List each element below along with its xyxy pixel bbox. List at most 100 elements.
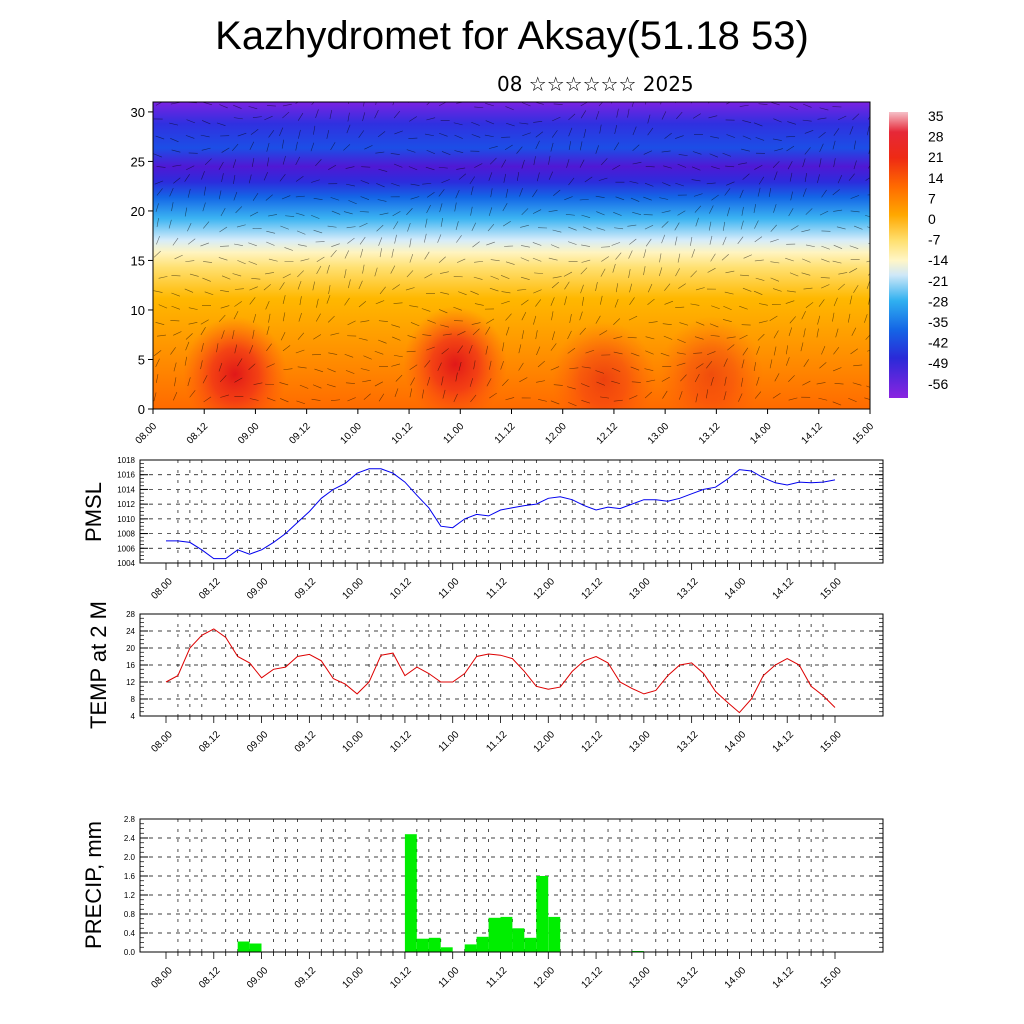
wind-streak (422, 183, 432, 185)
wind-streak (156, 235, 160, 245)
wind-streak (710, 136, 720, 139)
wind-streak (773, 204, 777, 213)
wind-streak (695, 363, 704, 369)
y-tick-label: 4 (131, 712, 136, 721)
wind-streak (489, 157, 497, 165)
wind-streak (155, 102, 163, 106)
wind-streak (265, 194, 273, 201)
wind-streak (201, 120, 211, 125)
wind-streak (187, 222, 192, 232)
wind-streak (346, 183, 355, 187)
wind-streak (616, 108, 619, 118)
wind-streak (264, 115, 273, 121)
wind-streak (501, 291, 511, 294)
wind-streak (536, 380, 545, 383)
wind-streak (158, 304, 168, 309)
wind-streak (299, 296, 302, 306)
wind-streak (644, 368, 654, 371)
wind-streak (489, 287, 499, 292)
wind-streak (519, 377, 528, 383)
wind-streak (344, 269, 347, 279)
x-tick-label: 08.12 (197, 576, 223, 602)
wind-streak (550, 297, 555, 306)
x-tick-label: 13.12 (675, 965, 701, 991)
wind-streak (564, 281, 570, 290)
wind-streak (852, 113, 860, 121)
wind-streak (563, 271, 573, 277)
wind-streak (406, 270, 414, 278)
wind-streak (551, 281, 559, 289)
wind-streak (266, 105, 276, 107)
wind-streak (218, 314, 226, 322)
wind-streak (345, 166, 355, 169)
wind-streak (409, 253, 414, 263)
pmsl-frame (139, 459, 884, 564)
wind-streak (579, 327, 586, 335)
wind-streak (219, 375, 227, 383)
wind-streak (249, 211, 259, 217)
y-tick-label: 1.6 (124, 872, 136, 881)
wind-streak (424, 251, 430, 260)
wind-streak (441, 151, 451, 156)
wind-streak (189, 273, 199, 277)
wind-streak (569, 367, 579, 370)
wind-streak (315, 313, 321, 322)
x-tick-label: 10.00 (340, 965, 366, 991)
precip-ylabel: PRECIP, mm (81, 821, 106, 949)
wind-streak (834, 382, 844, 385)
colorbar-label: -14 (928, 252, 948, 268)
wind-streak (821, 284, 830, 289)
wind-streak (219, 104, 228, 109)
wind-streak (454, 202, 457, 212)
wind-streak (613, 351, 623, 355)
y-tick-label: 28 (126, 610, 135, 619)
colorbar-label: 14 (928, 170, 944, 186)
wind-streak (486, 378, 492, 387)
wind-streak (408, 166, 418, 171)
wind-streak (678, 154, 688, 156)
wind-streak (426, 346, 435, 351)
wind-streak (358, 280, 363, 290)
wind-streak (298, 312, 302, 322)
precip-bar (476, 936, 489, 952)
wind-streak (503, 173, 506, 183)
wind-streak (568, 177, 575, 186)
wind-streak (174, 254, 183, 260)
y-tick-label: 8 (131, 695, 136, 704)
wind-streak (721, 254, 729, 261)
wind-streak (821, 189, 827, 198)
wind-streak (564, 196, 573, 201)
wind-streak (595, 370, 605, 374)
wind-streak (832, 260, 842, 264)
wind-streak (488, 172, 493, 181)
wind-streak (758, 303, 768, 306)
wind-streak (832, 367, 842, 372)
warm-cores (182, 306, 764, 409)
wind-streak (474, 163, 483, 168)
wind-streak (488, 146, 498, 149)
wind-streak (567, 241, 577, 245)
wind-streak (374, 381, 383, 387)
wind-streak (723, 305, 732, 311)
wind-streak (724, 291, 734, 295)
wind-streak (298, 129, 301, 139)
wind-streak (505, 261, 515, 265)
wind-streak (770, 224, 777, 232)
wind-streak (848, 173, 855, 181)
wind-streak (454, 134, 463, 139)
warm-core-2 (551, 321, 656, 409)
wind-streak (663, 335, 673, 340)
wind-streak (805, 244, 815, 248)
wind-streak (520, 299, 529, 306)
wind-streak (438, 132, 448, 137)
wind-streak (522, 132, 531, 137)
x-tick-label: 13.12 (675, 729, 701, 755)
wind-streak (441, 179, 450, 184)
wind-streak (674, 222, 680, 231)
wind-streak (316, 256, 325, 263)
wind-streak (173, 362, 177, 372)
wind-streak (786, 145, 795, 152)
wind-streak (360, 368, 370, 371)
wind-streak (853, 284, 859, 293)
wind-streak (816, 382, 826, 385)
